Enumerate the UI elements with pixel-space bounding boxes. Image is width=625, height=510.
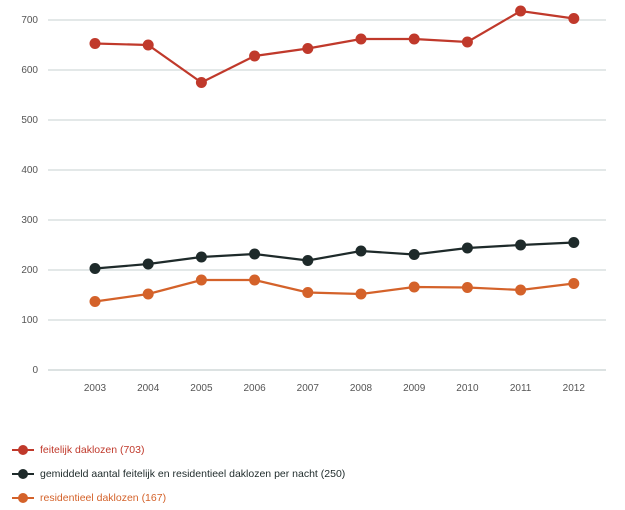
x-axis-ticks: 2003 2004 2005 2006 2007 2008 2009 2010 2011 2012 — [84, 383, 585, 394]
x-tick-label: 2007 — [297, 383, 320, 394]
data-point — [461, 36, 473, 48]
x-tick-label: 2006 — [243, 383, 266, 394]
y-tick-label: 600 — [21, 65, 38, 76]
data-point — [515, 5, 527, 17]
data-point — [408, 33, 420, 45]
legend-label-gemiddeld: gemiddeld aantal feitelijk en residentie… — [40, 468, 346, 480]
data-point — [195, 251, 207, 263]
legend-marker-feitelijk — [12, 445, 34, 455]
series-lines — [89, 5, 580, 307]
data-point — [568, 237, 580, 248]
data-point — [142, 288, 154, 300]
data-point — [515, 239, 527, 251]
data-point — [302, 287, 314, 298]
data-point — [568, 278, 580, 289]
y-tick-label: 300 — [21, 215, 38, 226]
data-point — [355, 245, 367, 257]
series-line — [94, 278, 574, 303]
series-line — [94, 241, 574, 270]
legend-marker-gemiddeld — [12, 469, 34, 479]
x-tick-label: 2008 — [350, 383, 373, 394]
data-point — [461, 282, 473, 293]
data-point — [195, 274, 207, 286]
legend-item-feitelijk: feitelijk daklozen (703) — [12, 438, 345, 462]
gridlines — [48, 19, 606, 371]
x-tick-label: 2003 — [84, 383, 107, 394]
data-point — [89, 263, 101, 274]
x-tick-label: 2005 — [190, 383, 213, 394]
data-point — [568, 13, 580, 24]
y-tick-label: 200 — [21, 265, 38, 276]
data-point — [249, 274, 261, 286]
data-point — [515, 284, 527, 296]
data-point — [408, 281, 420, 293]
data-point — [302, 43, 314, 54]
y-tick-label: 700 — [21, 15, 38, 26]
y-tick-label: 100 — [21, 315, 38, 326]
legend-marker-residentieel — [12, 493, 34, 503]
data-point — [302, 255, 314, 266]
y-axis-ticks: 0 100 200 300 400 500 600 700 — [21, 15, 38, 376]
x-tick-label: 2010 — [456, 383, 479, 394]
x-tick-label: 2009 — [403, 383, 426, 394]
legend: feitelijk daklozen (703) gemiddeld aanta… — [12, 438, 345, 510]
y-tick-label: 500 — [21, 115, 38, 126]
x-tick-label: 2012 — [563, 383, 586, 394]
series-1 — [89, 5, 580, 88]
legend-label-feitelijk: feitelijk daklozen (703) — [40, 444, 145, 456]
data-point — [461, 242, 473, 254]
series-3 — [89, 274, 580, 307]
data-point — [355, 288, 367, 300]
data-point — [89, 38, 101, 49]
data-point — [249, 248, 261, 260]
x-tick-label: 2011 — [510, 383, 532, 394]
data-point — [142, 258, 154, 270]
legend-label-residentieel: residentieel daklozen (167) — [40, 492, 167, 504]
data-point — [89, 296, 101, 307]
data-point — [355, 33, 367, 45]
data-point — [195, 77, 207, 88]
y-tick-label: 0 — [32, 365, 38, 376]
y-tick-label: 400 — [21, 165, 38, 176]
data-point — [249, 50, 261, 62]
legend-item-residentieel: residentieel daklozen (167) — [12, 486, 345, 510]
data-point — [408, 249, 420, 260]
data-point — [142, 39, 154, 51]
series-2 — [89, 237, 580, 274]
series-line — [94, 9, 574, 84]
legend-item-gemiddeld: gemiddeld aantal feitelijk en residentie… — [12, 462, 345, 486]
x-tick-label: 2004 — [137, 383, 160, 394]
